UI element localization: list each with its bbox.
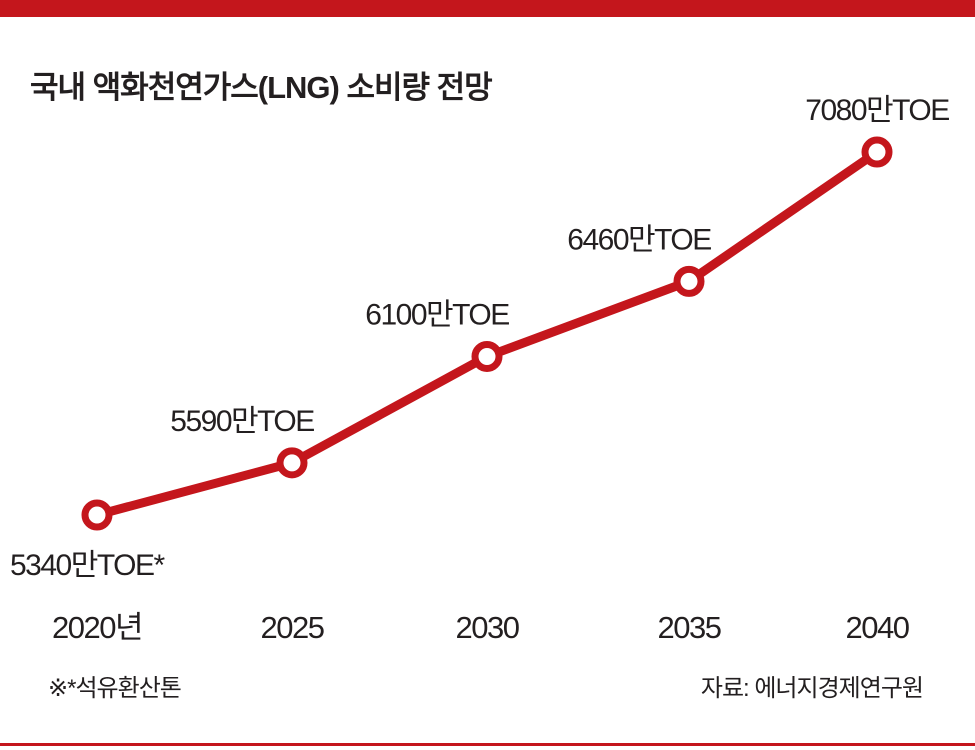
data-label: 5340만TOE* xyxy=(10,549,165,582)
data-point xyxy=(673,265,705,297)
data-point xyxy=(81,499,113,531)
source-note: 자료: 에너지경제연구원 xyxy=(700,675,924,702)
series-line xyxy=(95,148,880,520)
x-tick-label: 2025 xyxy=(261,610,324,645)
footnote: ※*석유환산톤 xyxy=(48,675,182,702)
chart-title: 국내 액화천연가스(LNG) 소비량 전망 xyxy=(30,70,493,105)
data-label: 6460만TOE xyxy=(567,223,711,256)
data-point xyxy=(861,136,893,168)
data-label: 6100만TOE xyxy=(365,298,509,331)
x-tick-label: 2035 xyxy=(658,610,721,645)
x-tick-label: 2040 xyxy=(846,610,910,645)
bottom-rule xyxy=(0,743,975,746)
data-point xyxy=(471,340,503,372)
x-tick-label: 2020년 xyxy=(52,610,142,645)
data-label: 7080만TOE xyxy=(805,94,949,127)
data-label: 5590만TOE xyxy=(170,405,314,438)
top-accent-bar xyxy=(0,0,975,17)
data-point xyxy=(276,447,308,479)
x-tick-label: 2030 xyxy=(456,610,520,645)
